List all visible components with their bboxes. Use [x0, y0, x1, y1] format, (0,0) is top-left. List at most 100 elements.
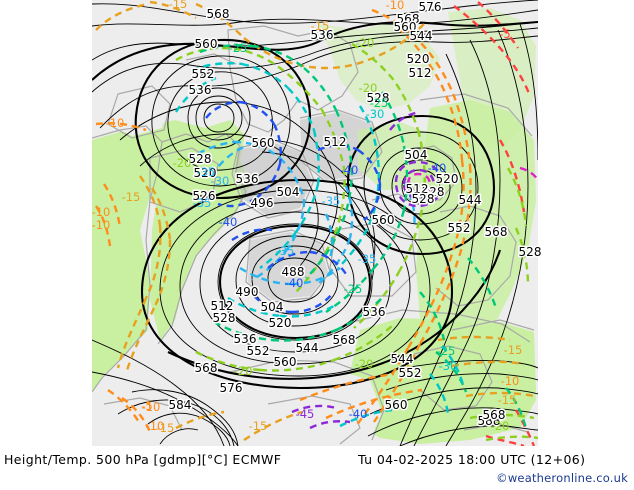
temperature-isotherms — [95, 0, 538, 446]
svg-text:-20: -20 — [355, 357, 374, 371]
svg-text:504: 504 — [405, 148, 428, 162]
svg-text:544: 544 — [459, 193, 482, 207]
svg-text:528: 528 — [213, 311, 236, 325]
svg-text:560: 560 — [385, 398, 408, 412]
land-shading — [92, 8, 536, 446]
temperature-contour-label: -15 — [122, 190, 141, 204]
svg-text:504: 504 — [277, 185, 300, 199]
temperature-contour-label: -25 — [344, 282, 363, 296]
footer-run-time: Tu 04-02-2025 18:00 UTC (12+06) — [358, 452, 586, 467]
temperature-contour-label: -40 — [285, 276, 304, 290]
svg-text:-30: -30 — [211, 174, 230, 188]
svg-text:504: 504 — [261, 300, 284, 314]
svg-text:526: 526 — [193, 189, 216, 203]
svg-text:-30: -30 — [439, 359, 458, 373]
temperature-contour-label: -30 — [366, 107, 385, 121]
svg-text:560: 560 — [252, 136, 275, 150]
footer-title: Height/Temp. 500 hPa [gdmp][°C] ECMWF — [4, 452, 282, 467]
svg-text:-20: -20 — [359, 81, 378, 95]
temperature-contour-label: -15 — [249, 419, 268, 433]
svg-text:-15: -15 — [498, 393, 517, 407]
temperature-contour-label: -10 — [501, 374, 520, 388]
svg-text:-20: -20 — [356, 36, 375, 50]
svg-text:560: 560 — [372, 213, 395, 227]
svg-text:528: 528 — [519, 245, 542, 259]
svg-text:504: 504 — [261, 300, 284, 314]
svg-text:-5: -5 — [141, 399, 152, 413]
svg-text:568: 568 — [483, 408, 506, 422]
svg-text:520: 520 — [407, 52, 430, 66]
svg-text:588: 588 — [478, 414, 501, 428]
temperature-contour-label: -15 — [311, 19, 330, 33]
svg-text:536: 536 — [234, 332, 257, 346]
svg-text:568: 568 — [485, 225, 508, 239]
svg-text:512: 512 — [406, 182, 429, 196]
svg-text:512: 512 — [409, 66, 432, 80]
svg-text:520: 520 — [436, 172, 459, 186]
svg-text:536: 536 — [234, 332, 257, 346]
svg-text:490: 490 — [236, 285, 259, 299]
weather-map[interactable]: 576 576 568 568 568 568 560 560 560 560 544 544 552 5… — [0, 0, 634, 446]
svg-text:-10: -10 — [386, 0, 405, 12]
temperature-contour-label: -40 — [219, 215, 238, 229]
svg-text:568: 568 — [485, 225, 508, 239]
svg-text:552: 552 — [247, 344, 270, 358]
svg-text:526: 526 — [193, 189, 216, 203]
svg-text:544: 544 — [459, 193, 482, 207]
svg-text:552: 552 — [399, 366, 422, 380]
svg-text:-25: -25 — [370, 96, 389, 110]
svg-text:-35: -35 — [322, 194, 341, 208]
temperature-contour-label: -35 — [193, 196, 212, 210]
temperature-contour-label: -10 — [106, 116, 125, 130]
footer-copyright[interactable]: ©weatheronline.co.uk — [496, 471, 628, 485]
svg-text:552: 552 — [192, 67, 215, 81]
svg-text:560: 560 — [372, 213, 395, 227]
svg-text:-10: -10 — [92, 205, 111, 219]
svg-text:-10: -10 — [501, 374, 520, 388]
svg-text:512: 512 — [211, 299, 234, 313]
svg-text:-25: -25 — [344, 282, 363, 296]
svg-text:576: 576 — [419, 0, 442, 14]
temperature-contour-label: -20 — [359, 81, 378, 95]
temperature-contour-label: -20 — [355, 357, 374, 371]
svg-text:496: 496 — [251, 196, 274, 210]
svg-text:512: 512 — [409, 66, 432, 80]
svg-text:520: 520 — [269, 316, 292, 330]
svg-text:-10: -10 — [106, 116, 125, 130]
svg-text:584: 584 — [169, 398, 192, 412]
temperature-contour-label: -10 — [92, 218, 111, 232]
svg-text:568: 568 — [195, 361, 218, 375]
temperature-contour-label: -10 — [142, 400, 161, 414]
svg-text:528: 528 — [367, 91, 390, 105]
svg-text:512: 512 — [211, 299, 234, 313]
svg-text:-15: -15 — [249, 419, 268, 433]
svg-text:560: 560 — [195, 37, 218, 51]
temperature-contour-label: -20 — [234, 364, 253, 378]
svg-text:528: 528 — [189, 152, 212, 166]
svg-text:568: 568 — [207, 7, 230, 21]
